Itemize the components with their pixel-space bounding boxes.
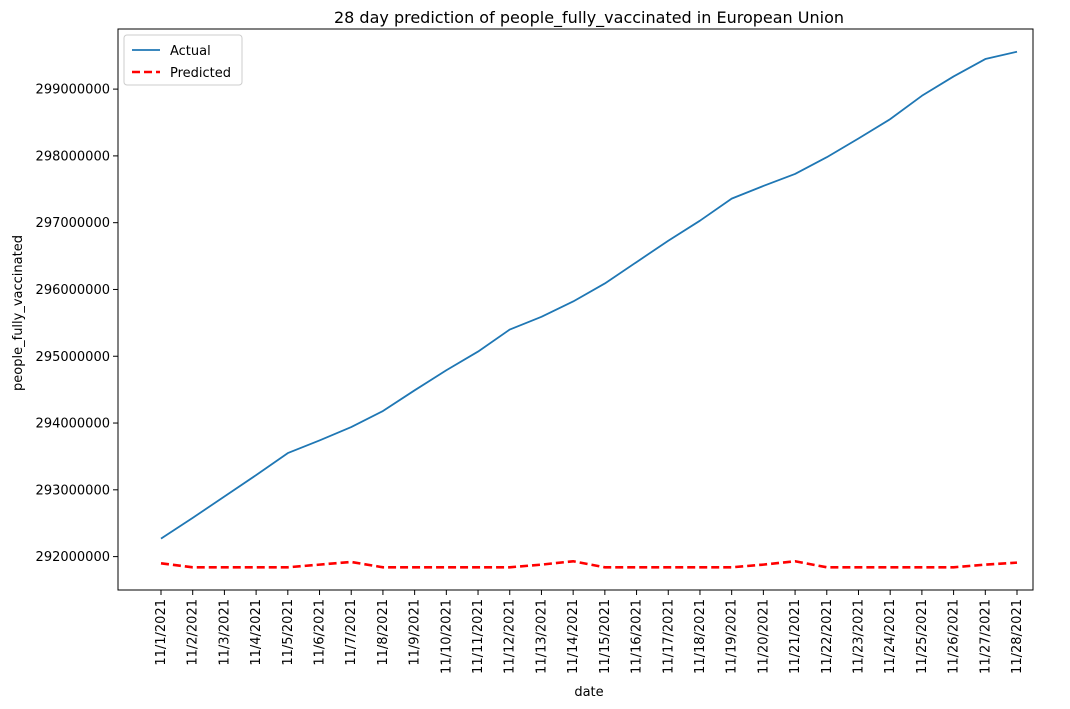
- x-tick-label: 11/26/2021: [947, 599, 962, 674]
- y-tick-label: 294000000: [36, 417, 110, 432]
- x-tick-label: 11/14/2021: [566, 599, 581, 674]
- x-tick-label: 11/16/2021: [630, 599, 645, 674]
- x-tick-label: 11/11/2021: [471, 599, 486, 674]
- x-tick-label: 11/9/2021: [408, 599, 423, 666]
- y-axis-label: people_fully_vaccinated: [11, 235, 26, 391]
- x-tick-label: 11/15/2021: [598, 599, 613, 674]
- x-tick-label: 11/6/2021: [313, 599, 328, 666]
- y-tick-label: 296000000: [36, 283, 110, 298]
- x-tick-label: 11/13/2021: [534, 599, 549, 674]
- legend-label-actual: Actual: [170, 44, 211, 59]
- x-axis-label: date: [574, 685, 603, 700]
- series-layer: [160, 50, 1018, 569]
- x-tick-label: 11/28/2021: [1010, 599, 1025, 674]
- x-tick-label: 11/8/2021: [376, 599, 391, 666]
- x-tick-label: 11/18/2021: [693, 599, 708, 674]
- x-tick-label: 11/12/2021: [503, 599, 518, 674]
- x-tick-label: 11/24/2021: [883, 599, 898, 674]
- x-tick-label: 11/10/2021: [439, 599, 454, 674]
- x-tick-label: 11/22/2021: [820, 599, 835, 674]
- x-tick-label: 11/21/2021: [788, 599, 803, 674]
- y-tick-label: 299000000: [36, 83, 110, 98]
- plot-area: [118, 29, 1033, 590]
- x-tick-label: 11/27/2021: [978, 599, 993, 674]
- x-tick-label: 11/17/2021: [661, 599, 676, 674]
- x-tick-label: 11/25/2021: [915, 599, 930, 674]
- x-tick-label: 11/23/2021: [851, 599, 866, 674]
- y-tick-label: 298000000: [36, 149, 110, 164]
- x-tick-label: 11/20/2021: [756, 599, 771, 674]
- legend-box: [123, 34, 243, 86]
- x-tick-label: 11/5/2021: [281, 599, 296, 666]
- x-tick-label: 11/4/2021: [249, 599, 264, 666]
- x-tick-label: 11/19/2021: [725, 599, 740, 674]
- plot-frame: [117, 28, 1034, 591]
- y-tick-label: 292000000: [36, 550, 110, 565]
- series-line-actual: [160, 50, 1018, 540]
- y-tick-label: 297000000: [36, 216, 110, 231]
- x-tick-label: 11/2/2021: [186, 599, 201, 666]
- y-tick-label: 295000000: [36, 350, 110, 365]
- x-ticks: 11/1/2021 11/2/2021 11/3/2021 11/4/2021 11/5…: [154, 590, 1025, 674]
- legend-label-predicted: Predicted: [170, 66, 231, 81]
- chart-title: 28 day prediction of people_fully_vaccin…: [334, 8, 844, 28]
- series-line-predicted: [160, 559, 1018, 569]
- x-tick-label: 11/7/2021: [344, 599, 359, 666]
- y-ticks: 292000000 293000000 294000000 295000000 2960…: [36, 83, 118, 565]
- x-tick-label: 11/1/2021: [154, 599, 169, 666]
- x-tick-label: 11/3/2021: [217, 599, 232, 666]
- y-tick-label: 293000000: [36, 483, 110, 498]
- legend: Actual Predicted: [123, 34, 243, 86]
